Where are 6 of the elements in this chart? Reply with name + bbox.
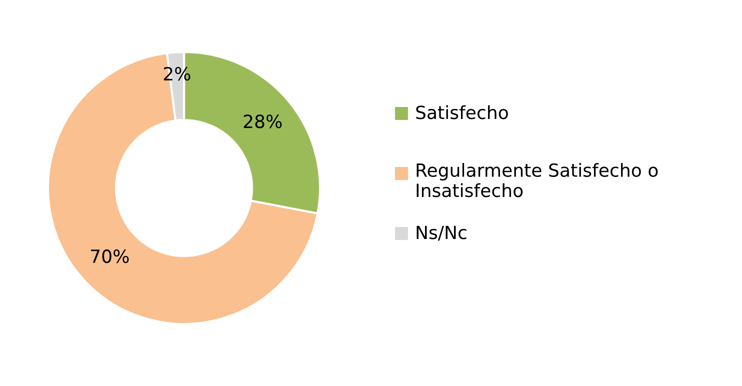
donut-slice	[46, 52, 319, 326]
data-label: 28%	[244, 114, 282, 128]
data-label: 70%	[91, 249, 129, 264]
legend-label: Regularmente Satisfecho o Insatisfecho	[416, 163, 658, 198]
legend-label: Satisfecho	[416, 105, 508, 120]
legend-label: Ns/Nc	[416, 226, 466, 241]
